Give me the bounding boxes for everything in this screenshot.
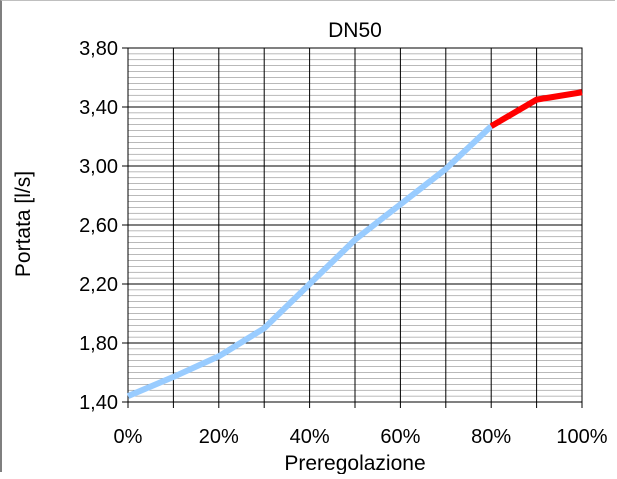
y-tick-label: 1,80 — [79, 333, 118, 355]
y-tick-label: 2,60 — [79, 215, 118, 237]
y-tick-label: 1,40 — [79, 392, 118, 414]
x-tick-label: 0% — [114, 426, 143, 448]
x-tick-label: 60% — [380, 426, 420, 448]
x-tick-label: 100% — [556, 426, 607, 448]
x-tick-label: 40% — [290, 426, 330, 448]
y-axis-title: Portata [l/s] — [12, 171, 35, 277]
y-tick-label: 3,40 — [79, 97, 118, 119]
y-tick-label: 2,20 — [79, 274, 118, 296]
x-tick-label: 80% — [471, 426, 511, 448]
chart-title: DN50 — [328, 19, 382, 42]
x-axis-title: Preregolazione — [284, 452, 425, 474]
y-tick-label: 3,80 — [79, 38, 118, 60]
y-tick-label: 3,00 — [79, 156, 118, 178]
x-tick-label: 20% — [199, 426, 239, 448]
